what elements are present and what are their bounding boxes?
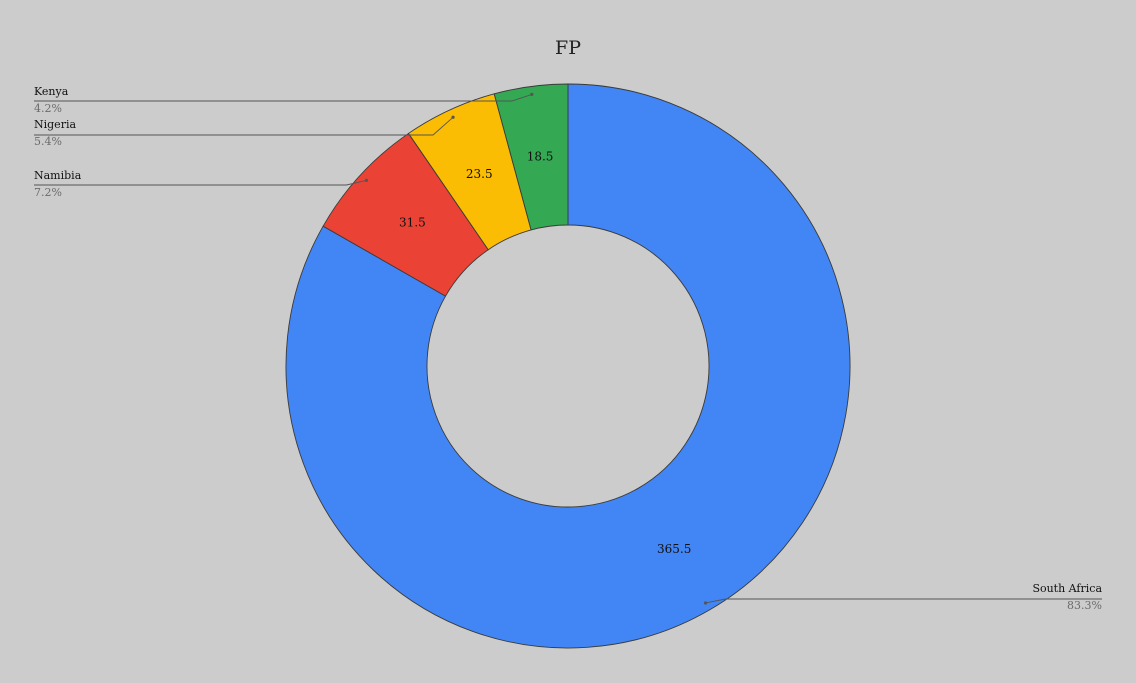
leader-dot-namibia <box>364 178 369 182</box>
leader-dot-south-africa <box>703 601 708 605</box>
callout-name-south-africa: South Africa <box>1032 582 1102 595</box>
leader-dot-nigeria <box>451 115 455 119</box>
value-label-nigeria: 23.5 <box>466 167 493 181</box>
callout-percent-namibia: 7.2% <box>34 186 62 199</box>
leader-line-nigeria <box>34 116 454 136</box>
callout-name-namibia: Namibia <box>34 169 82 182</box>
value-label-kenya: 18.5 <box>527 149 554 163</box>
callout-name-nigeria: Nigeria <box>34 118 76 131</box>
leader-dot-kenya <box>530 92 534 96</box>
value-label-namibia: 31.5 <box>399 216 426 230</box>
leader-line-kenya <box>34 93 532 102</box>
callout-percent-nigeria: 5.4% <box>34 135 62 148</box>
value-labels-layer: 365.5 31.5 23.5 18.5 <box>399 149 691 556</box>
chart-title: FP <box>555 37 581 59</box>
callout-name-kenya: Kenya <box>34 85 69 98</box>
leader-line-namibia <box>34 179 367 186</box>
callout-percent-south-africa: 83.3% <box>1067 599 1102 612</box>
slices-layer <box>285 83 851 649</box>
slice-kenya <box>493 83 569 231</box>
callouts-layer: South Africa 83.3% Namibia 7.2% Nigeria 5.4% K… <box>34 85 1102 612</box>
callout-percent-kenya: 4.2% <box>34 102 62 115</box>
slice-south-africa <box>285 83 851 649</box>
leader-line-south-africa <box>705 598 1102 604</box>
value-label-south-africa: 365.5 <box>657 542 691 556</box>
